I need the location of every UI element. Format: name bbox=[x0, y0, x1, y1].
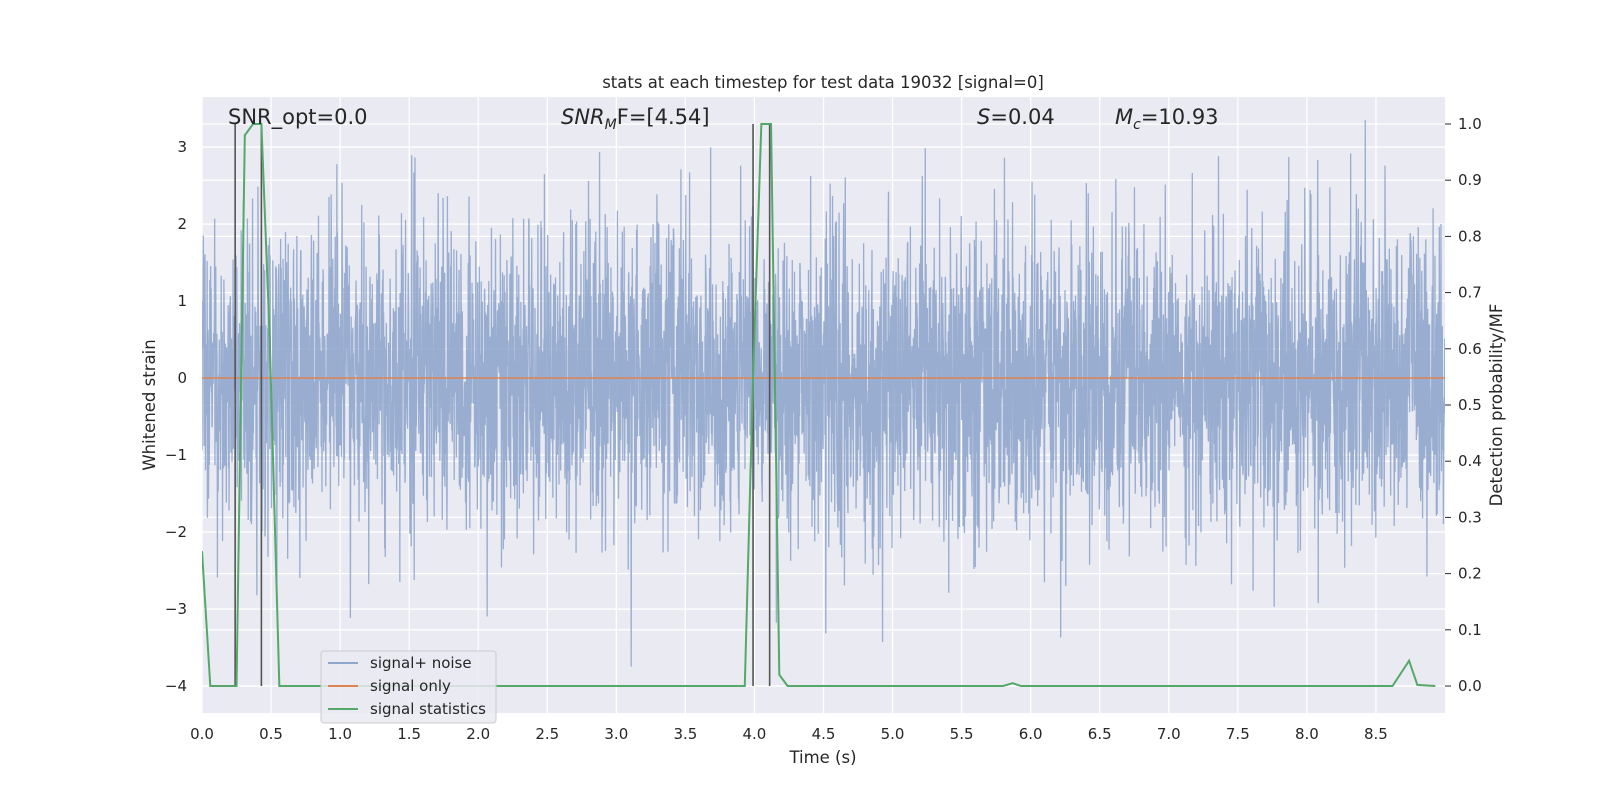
chart-title: stats at each timestep for test data 190… bbox=[602, 73, 1044, 92]
annotation-s-rest: =0.04 bbox=[990, 105, 1054, 129]
x-tick-label: 0.5 bbox=[259, 725, 283, 743]
y-tick-label: −3 bbox=[165, 600, 187, 618]
y-tick-label: −1 bbox=[165, 446, 187, 464]
legend-label-signal-statistics: signal statistics bbox=[370, 700, 486, 718]
y2-axis-ticks: 1.0 0.9 0.8 0.7 0.6 0.5 0.4 0.3 0.2 0.1 0.0 bbox=[1445, 115, 1482, 695]
y-tick-label: 3 bbox=[177, 138, 187, 156]
x-tick-label: 3.0 bbox=[604, 725, 628, 743]
x-tick-label: 1.5 bbox=[397, 725, 421, 743]
legend-label-signal-only: signal only bbox=[370, 677, 451, 695]
y2-tick-label: 0.3 bbox=[1458, 508, 1482, 526]
x-tick-label: 3.5 bbox=[673, 725, 697, 743]
annotation-s: S=0.04 bbox=[977, 105, 1055, 129]
annotation-mc-sub: c bbox=[1133, 117, 1141, 133]
x-tick-label: 5.5 bbox=[950, 725, 974, 743]
x-tick-label: 7.0 bbox=[1157, 725, 1181, 743]
annotation-snr-mf-sub: M bbox=[605, 117, 617, 133]
y2-tick-label: 0.1 bbox=[1458, 621, 1482, 639]
y-tick-label: 2 bbox=[177, 215, 187, 233]
y2-tick-label: 0.7 bbox=[1458, 284, 1482, 302]
y2-tick-label: 0.6 bbox=[1458, 340, 1482, 358]
y2-tick-label: 0.4 bbox=[1458, 452, 1482, 470]
x-tick-label: 7.5 bbox=[1226, 725, 1250, 743]
y-tick-label: −4 bbox=[165, 677, 187, 695]
y-tick-label: 1 bbox=[177, 292, 187, 310]
x-tick-label: 6.5 bbox=[1088, 725, 1112, 743]
x-tick-label: 6.0 bbox=[1019, 725, 1043, 743]
x-tick-label: 2.0 bbox=[466, 725, 490, 743]
series-signal-statistics bbox=[202, 122, 1436, 688]
x-tick-label: 8.0 bbox=[1295, 725, 1319, 743]
annotation-snr-mf-rest: F=[4.54] bbox=[617, 105, 710, 129]
x-tick-label: 1.0 bbox=[328, 725, 352, 743]
y2-axis-label: Detection probability/MF bbox=[1487, 304, 1506, 507]
y-tick-label: −2 bbox=[165, 523, 187, 541]
y-axis-label: Whitened strain bbox=[140, 339, 159, 470]
signal-statistics-line bbox=[202, 122, 1436, 688]
legend: signal+ noise signal only signal statist… bbox=[320, 650, 497, 724]
annotation-mc-sym: M bbox=[1115, 105, 1133, 129]
legend-label-signal-noise: signal+ noise bbox=[370, 654, 472, 672]
signal-noise-line bbox=[202, 120, 1445, 667]
x-axis-ticks: 0.0 0.5 1.0 1.5 2.0 2.5 3.0 3.5 4.0 4.5 5.0 5.5 6.0 6… bbox=[190, 725, 1388, 743]
x-tick-label: 4.0 bbox=[743, 725, 767, 743]
x-tick-label: 4.5 bbox=[812, 725, 836, 743]
x-tick-label: 2.5 bbox=[535, 725, 559, 743]
annotation-snr-mf: SNRMF=[4.54] bbox=[561, 105, 710, 133]
x-axis-label: Time (s) bbox=[788, 748, 856, 767]
annotation-snr-opt: SNR_opt=0.0 bbox=[228, 105, 368, 130]
y2-tick-label: 0.0 bbox=[1458, 677, 1482, 695]
x-tick-label: 5.0 bbox=[881, 725, 905, 743]
x-tick-label: 0.0 bbox=[190, 725, 214, 743]
y-tick-label: 0 bbox=[177, 369, 187, 387]
y-axis-ticks: 3 2 1 0 −1 −2 −3 −4 bbox=[165, 138, 187, 695]
annotation-mc-rest: =10.93 bbox=[1141, 105, 1219, 129]
y2-tick-label: 0.8 bbox=[1458, 227, 1482, 245]
y2-tick-label: 0.9 bbox=[1458, 171, 1482, 189]
y2-tick-label: 0.5 bbox=[1458, 396, 1482, 414]
annotation-snr-mf-base: SNR bbox=[561, 105, 605, 129]
annotation-mc: Mc=10.93 bbox=[1115, 105, 1219, 133]
x-tick-label: 8.5 bbox=[1364, 725, 1388, 743]
y2-tick-label: 0.2 bbox=[1458, 565, 1482, 583]
legend-box bbox=[320, 650, 497, 724]
annotation-s-sym: S bbox=[977, 105, 990, 129]
y2-tick-label: 1.0 bbox=[1458, 115, 1482, 133]
series-signal-noise bbox=[202, 120, 1445, 667]
